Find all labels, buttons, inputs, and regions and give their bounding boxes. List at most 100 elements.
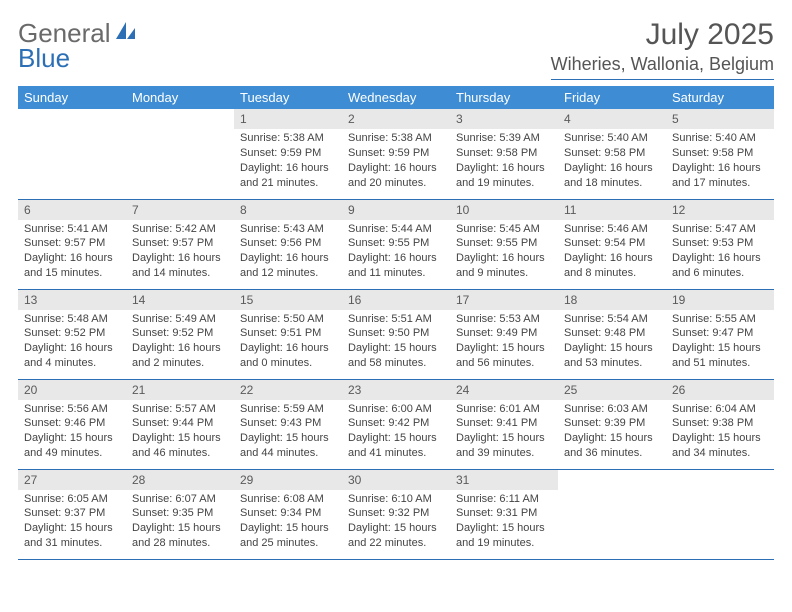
- sunrise-line: Sunrise: 6:11 AM: [456, 493, 539, 505]
- calendar-day-cell: 5Sunrise: 5:40 AMSunset: 9:58 PMDaylight…: [666, 109, 774, 199]
- calendar-day-cell: 11Sunrise: 5:46 AMSunset: 9:54 PMDayligh…: [558, 199, 666, 289]
- calendar-week-row: 13Sunrise: 5:48 AMSunset: 9:52 PMDayligh…: [18, 289, 774, 379]
- calendar-day-cell: 10Sunrise: 5:45 AMSunset: 9:55 PMDayligh…: [450, 199, 558, 289]
- header: GeneralBlue July 2025 Wiheries, Wallonia…: [18, 18, 774, 80]
- day-details: Sunrise: 5:38 AM Sunset: 9:59 PM Daylight:…: [234, 129, 342, 194]
- daylight-line: Daylight: 16 hours and 21 minutes.: [240, 162, 329, 189]
- sunset-line: Sunset: 9:31 PM: [456, 507, 537, 519]
- day-details: Sunrise: 6:10 AMSunset: 9:32 PMDaylight:…: [342, 490, 450, 555]
- day-number: 18: [558, 290, 666, 310]
- calendar-day-cell: 22Sunrise: 5:59 AMSunset: 9:43 PMDayligh…: [234, 379, 342, 469]
- sunrise-line: Sunrise: 5:53 AM: [456, 313, 540, 325]
- day-number: 28: [126, 470, 234, 490]
- day-details: Sunrise: 6:11 AMSunset: 9:31 PMDaylight:…: [450, 490, 558, 555]
- day-number: 25: [558, 380, 666, 400]
- calendar-day-cell: 2Sunrise: 5:38 AMSunset: 9:59 PMDaylight…: [342, 109, 450, 199]
- sunset-line: Sunset: 9:41 PM: [456, 417, 537, 429]
- sunrise-line: Sunrise: 5:50 AM: [240, 313, 324, 325]
- day-number: 4: [558, 109, 666, 129]
- day-number: 19: [666, 290, 774, 310]
- sunrise-line: Sunrise: 5:56 AM: [24, 403, 108, 415]
- daylight-line: Daylight: 15 hours and 22 minutes.: [348, 522, 437, 549]
- calendar-day-cell: 20Sunrise: 5:56 AMSunset: 9:46 PMDayligh…: [18, 379, 126, 469]
- daylight-line: Daylight: 15 hours and 25 minutes.: [240, 522, 329, 549]
- day-details: Sunrise: 5:49 AMSunset: 9:52 PMDaylight:…: [126, 310, 234, 375]
- sunset-line: Sunset: 9:57 PM: [24, 237, 105, 249]
- sunrise-line: Sunrise: 5:40 AM: [672, 132, 756, 144]
- sunset-line: Sunset: 9:32 PM: [348, 507, 429, 519]
- calendar-day-cell: 1Sunrise: 5:38 AMSunset: 9:59 PMDaylight…: [234, 109, 342, 199]
- calendar-day-cell: [18, 109, 126, 199]
- day-details: Sunrise: 6:04 AMSunset: 9:38 PMDaylight:…: [666, 400, 774, 465]
- sunset-line: Sunset: 9:44 PM: [132, 417, 213, 429]
- sunset-line: Sunset: 9:55 PM: [348, 237, 429, 249]
- calendar-day-cell: 31Sunrise: 6:11 AMSunset: 9:31 PMDayligh…: [450, 469, 558, 559]
- logo: GeneralBlue: [18, 18, 137, 74]
- calendar-day-cell: [126, 109, 234, 199]
- title-block: July 2025 Wiheries, Wallonia, Belgium: [551, 18, 774, 80]
- calendar-day-cell: [666, 469, 774, 559]
- day-number: 15: [234, 290, 342, 310]
- sunrise-line: Sunrise: 5:46 AM: [564, 223, 648, 235]
- sunset-line: Sunset: 9:49 PM: [456, 327, 537, 339]
- sunset-line: Sunset: 9:55 PM: [456, 237, 537, 249]
- day-details: Sunrise: 5:53 AM Sunset: 9:49 PM Daylight:…: [450, 310, 558, 375]
- calendar-day-cell: 21Sunrise: 5:57 AMSunset: 9:44 PMDayligh…: [126, 379, 234, 469]
- sunset-line: Sunset: 9:51 PM: [240, 327, 321, 339]
- calendar-header-row: SundayMondayTuesdayWednesdayThursdayFrid…: [18, 86, 774, 109]
- sunrise-line: Sunrise: 5:38 AM: [240, 132, 324, 144]
- calendar-day-cell: 28Sunrise: 6:07 AMSunset: 9:35 PMDayligh…: [126, 469, 234, 559]
- calendar-day-cell: [558, 469, 666, 559]
- sunrise-line: Sunrise: 5:54 AM: [564, 313, 648, 325]
- day-number: 6: [18, 200, 126, 220]
- sunset-line: Sunset: 9:58 PM: [456, 147, 537, 159]
- sunrise-line: Sunrise: 5:44 AM: [348, 223, 432, 235]
- day-number: 9: [342, 200, 450, 220]
- calendar-week-row: 1Sunrise: 5:38 AMSunset: 9:59 PMDaylight…: [18, 109, 774, 199]
- day-details: Sunrise: 5:38 AMSunset: 9:59 PMDaylight:…: [342, 129, 450, 194]
- day-details: Sunrise: 5:54 AMSunset: 9:48 PMDaylight:…: [558, 310, 666, 375]
- sunset-line: Sunset: 9:57 PM: [132, 237, 213, 249]
- calendar-day-cell: 6Sunrise: 5:41 AMSunset: 9:57 PMDaylight…: [18, 199, 126, 289]
- daylight-line: Daylight: 16 hours and 4 minutes.: [24, 342, 113, 369]
- day-details: Sunrise: 5:47 AMSunset: 9:53 PMDaylight:…: [666, 220, 774, 285]
- sunset-line: Sunset: 9:47 PM: [672, 327, 753, 339]
- day-number: 21: [126, 380, 234, 400]
- sunset-line: Sunset: 9:58 PM: [564, 147, 645, 159]
- day-details: Sunrise: 5:55 AMSunset: 9:47 PMDaylight:…: [666, 310, 774, 375]
- logo-sail-icon: [115, 21, 137, 46]
- sunset-line: Sunset: 9:59 PM: [240, 147, 321, 159]
- calendar-day-cell: 9Sunrise: 5:44 AMSunset: 9:55 PMDaylight…: [342, 199, 450, 289]
- calendar-day-cell: 26Sunrise: 6:04 AMSunset: 9:38 PMDayligh…: [666, 379, 774, 469]
- calendar-table: SundayMondayTuesdayWednesdayThursdayFrid…: [18, 86, 774, 560]
- weekday-header: Tuesday: [234, 86, 342, 109]
- sunset-line: Sunset: 9:52 PM: [24, 327, 105, 339]
- calendar-day-cell: 8Sunrise: 5:43 AMSunset: 9:56 PMDaylight…: [234, 199, 342, 289]
- daylight-line: Daylight: 15 hours and 53 minutes.: [564, 342, 653, 369]
- calendar-day-cell: 12Sunrise: 5:47 AMSunset: 9:53 PMDayligh…: [666, 199, 774, 289]
- sunrise-line: Sunrise: 6:03 AM: [564, 403, 648, 415]
- daylight-line: Daylight: 16 hours and 8 minutes.: [564, 252, 653, 279]
- day-details: Sunrise: 5:50 AMSunset: 9:51 PMDaylight:…: [234, 310, 342, 375]
- sunset-line: Sunset: 9:53 PM: [672, 237, 753, 249]
- day-details: Sunrise: 5:40 AMSunset: 9:58 PMDaylight:…: [666, 129, 774, 194]
- weekday-header: Friday: [558, 86, 666, 109]
- calendar-day-cell: 23Sunrise: 6:00 AMSunset: 9:42 PMDayligh…: [342, 379, 450, 469]
- day-details: Sunrise: 5:41 AMSunset: 9:57 PMDaylight:…: [18, 220, 126, 285]
- daylight-line: Daylight: 15 hours and 44 minutes.: [240, 432, 329, 459]
- sunset-line: Sunset: 9:59 PM: [348, 147, 429, 159]
- daylight-line: Daylight: 15 hours and 34 minutes.: [672, 432, 761, 459]
- month-title: July 2025: [551, 18, 774, 52]
- sunrise-line: Sunrise: 6:07 AM: [132, 493, 216, 505]
- calendar-day-cell: 7Sunrise: 5:42 AMSunset: 9:57 PMDaylight…: [126, 199, 234, 289]
- day-number: 2: [342, 109, 450, 129]
- daylight-line: Daylight: 15 hours and 56 minutes.: [456, 342, 545, 369]
- weekday-header: Saturday: [666, 86, 774, 109]
- day-number: 7: [126, 200, 234, 220]
- daylight-line: Daylight: 16 hours and 6 minutes.: [672, 252, 761, 279]
- daylight-line: Daylight: 16 hours and 9 minutes.: [456, 252, 545, 279]
- sunrise-line: Sunrise: 5:49 AM: [132, 313, 216, 325]
- calendar-day-cell: 25Sunrise: 6:03 AMSunset: 9:39 PMDayligh…: [558, 379, 666, 469]
- daylight-line: Daylight: 16 hours and 15 minutes.: [24, 252, 113, 279]
- sunset-line: Sunset: 9:54 PM: [564, 237, 645, 249]
